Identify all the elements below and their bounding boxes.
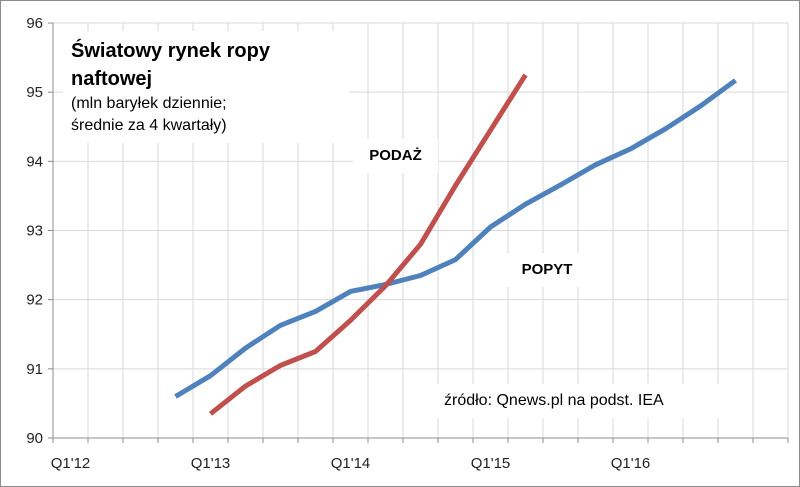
y-tick-label: 93	[26, 223, 43, 240]
supply-series-label: PODAŻ	[353, 139, 438, 173]
x-tick-label: Q1'12	[51, 455, 91, 472]
y-tick-label: 90	[26, 430, 43, 447]
supply-series-line	[208, 73, 528, 416]
chart-subtitle-line-2: średnie za 4 kwartały)	[71, 117, 227, 134]
y-tick-label: 92	[26, 292, 43, 309]
chart-title-line-2: naftowej	[71, 68, 153, 90]
series-layer	[174, 73, 737, 416]
y-tick-label: 95	[26, 84, 43, 101]
chart-title-line-1: Światowy rynek ropy	[71, 40, 270, 62]
demand-series-line	[174, 78, 737, 399]
y-tick-label: 94	[26, 153, 43, 170]
y-tick-label: 91	[26, 361, 43, 378]
demand-series-label: POPYT	[506, 253, 588, 287]
axes: 90 91 92 93 94 95 96 Q1'12 Q1'13 Q1'14 Q1'15 Q1'16	[26, 15, 789, 472]
x-tick-label: Q1'13	[191, 455, 231, 472]
y-tick-label: 96	[26, 15, 43, 32]
x-tick-label: Q1'16	[611, 455, 651, 472]
x-tick-label: Q1'15	[471, 455, 511, 472]
title-box: Światowy rynek ropy naftowej (mln baryłe…	[63, 31, 349, 143]
x-tick-label: Q1'14	[331, 455, 371, 472]
source-note: źródło: Qnews.pl na podst. IEA	[436, 384, 719, 418]
chart-subtitle-line-1: (mln baryłek dziennie;	[71, 95, 227, 112]
